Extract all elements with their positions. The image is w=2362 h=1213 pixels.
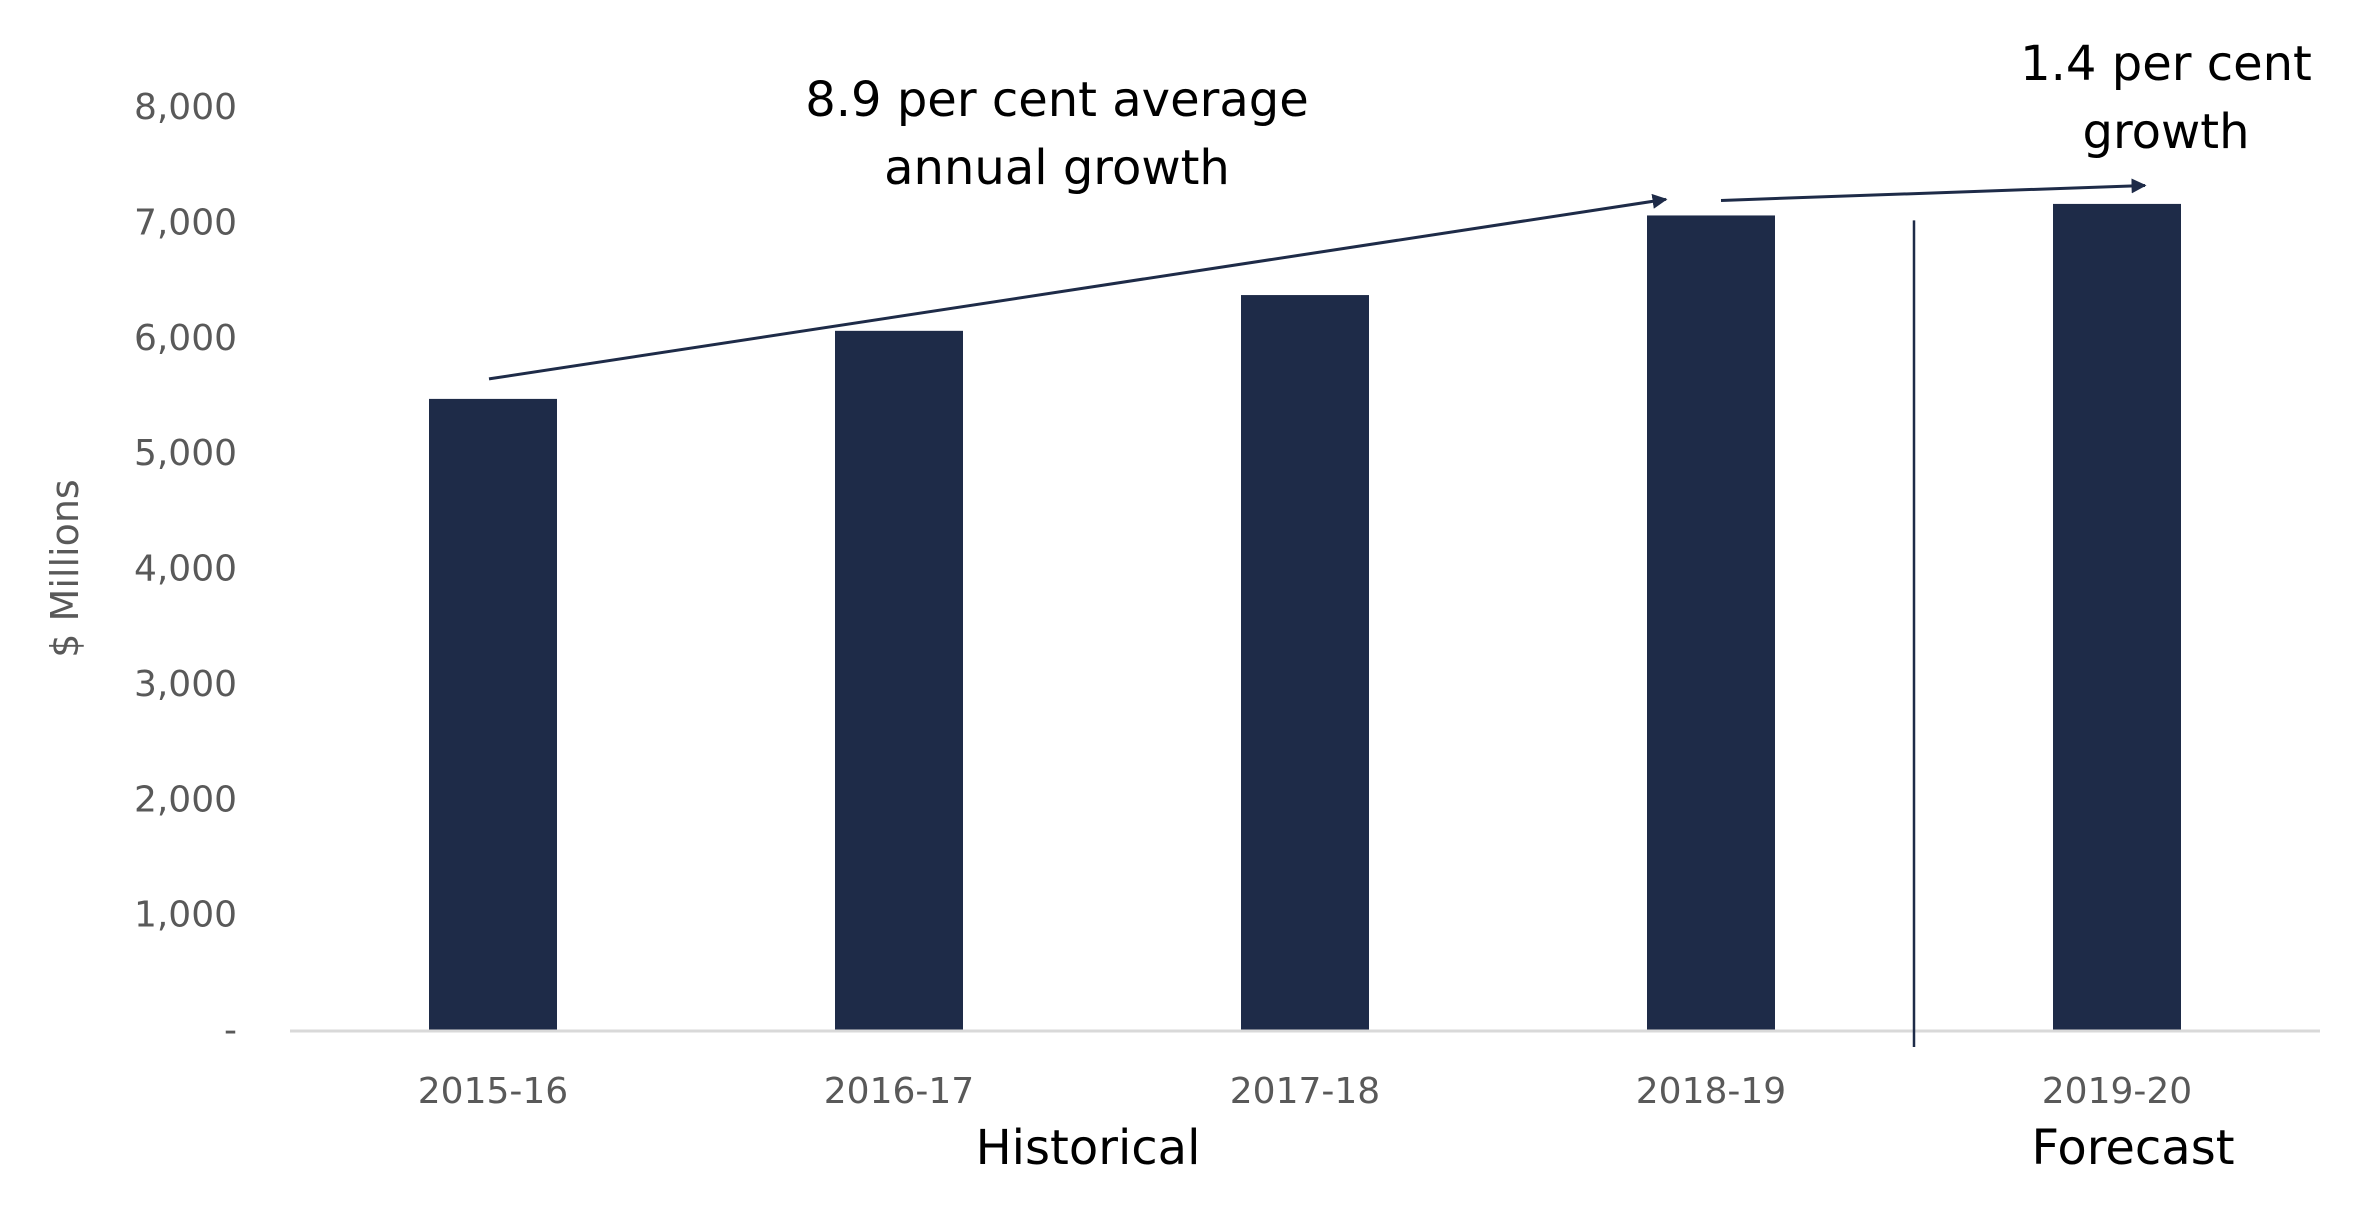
group-label-forecast: Forecast bbox=[2031, 1120, 2234, 1176]
y-tick-label: 7,000 bbox=[134, 202, 237, 243]
annotations: 8.9 per cent average annual growth 1.4 per… bbox=[488, 36, 2312, 381]
annotation-text: 1.4 per cent bbox=[2020, 36, 2312, 92]
x-axis-labels: 2015-16 2016-17 2017-18 2018-19 2019-20 bbox=[418, 1071, 2192, 1112]
y-tick-label: 5,000 bbox=[134, 433, 237, 474]
growth-arrow bbox=[1720, 178, 2147, 202]
growth-arrow bbox=[488, 193, 1668, 381]
bar-2016-17 bbox=[835, 330, 963, 1030]
x-tick-label: 2015-16 bbox=[418, 1071, 568, 1112]
y-tick-label: 2,000 bbox=[134, 779, 237, 820]
x-tick-label: 2018-19 bbox=[1636, 1071, 1786, 1112]
group-labels: Historical Forecast bbox=[976, 1120, 2235, 1176]
y-axis-title: $ Millions bbox=[43, 479, 87, 657]
annotation-text: annual growth bbox=[884, 140, 1230, 196]
x-tick-label: 2017-18 bbox=[1230, 1071, 1380, 1112]
bar-2015-16 bbox=[429, 398, 557, 1030]
x-tick-label: 2019-20 bbox=[2042, 1071, 2192, 1112]
bars bbox=[429, 203, 2181, 1031]
bar-2018-19 bbox=[1647, 215, 1775, 1030]
bar-2017-18 bbox=[1241, 295, 1369, 1030]
group-label-historical: Historical bbox=[976, 1120, 1201, 1176]
y-tick-label: 3,000 bbox=[134, 664, 237, 705]
x-tick-label: 2016-17 bbox=[824, 1071, 974, 1112]
y-tick-label: 8,000 bbox=[134, 87, 237, 128]
y-tick-label: - bbox=[224, 1010, 237, 1051]
annotation-text: growth bbox=[2082, 104, 2249, 160]
bar-2019-20 bbox=[2053, 203, 2181, 1031]
y-axis-ticks: - 1,000 2,000 3,000 4,000 5,000 6,000 7,000 8,00… bbox=[134, 87, 237, 1051]
y-tick-label: 6,000 bbox=[134, 318, 237, 359]
annotation-text: 8.9 per cent average bbox=[805, 72, 1309, 128]
y-tick-label: 1,000 bbox=[134, 895, 237, 936]
y-tick-label: 4,000 bbox=[134, 549, 237, 590]
